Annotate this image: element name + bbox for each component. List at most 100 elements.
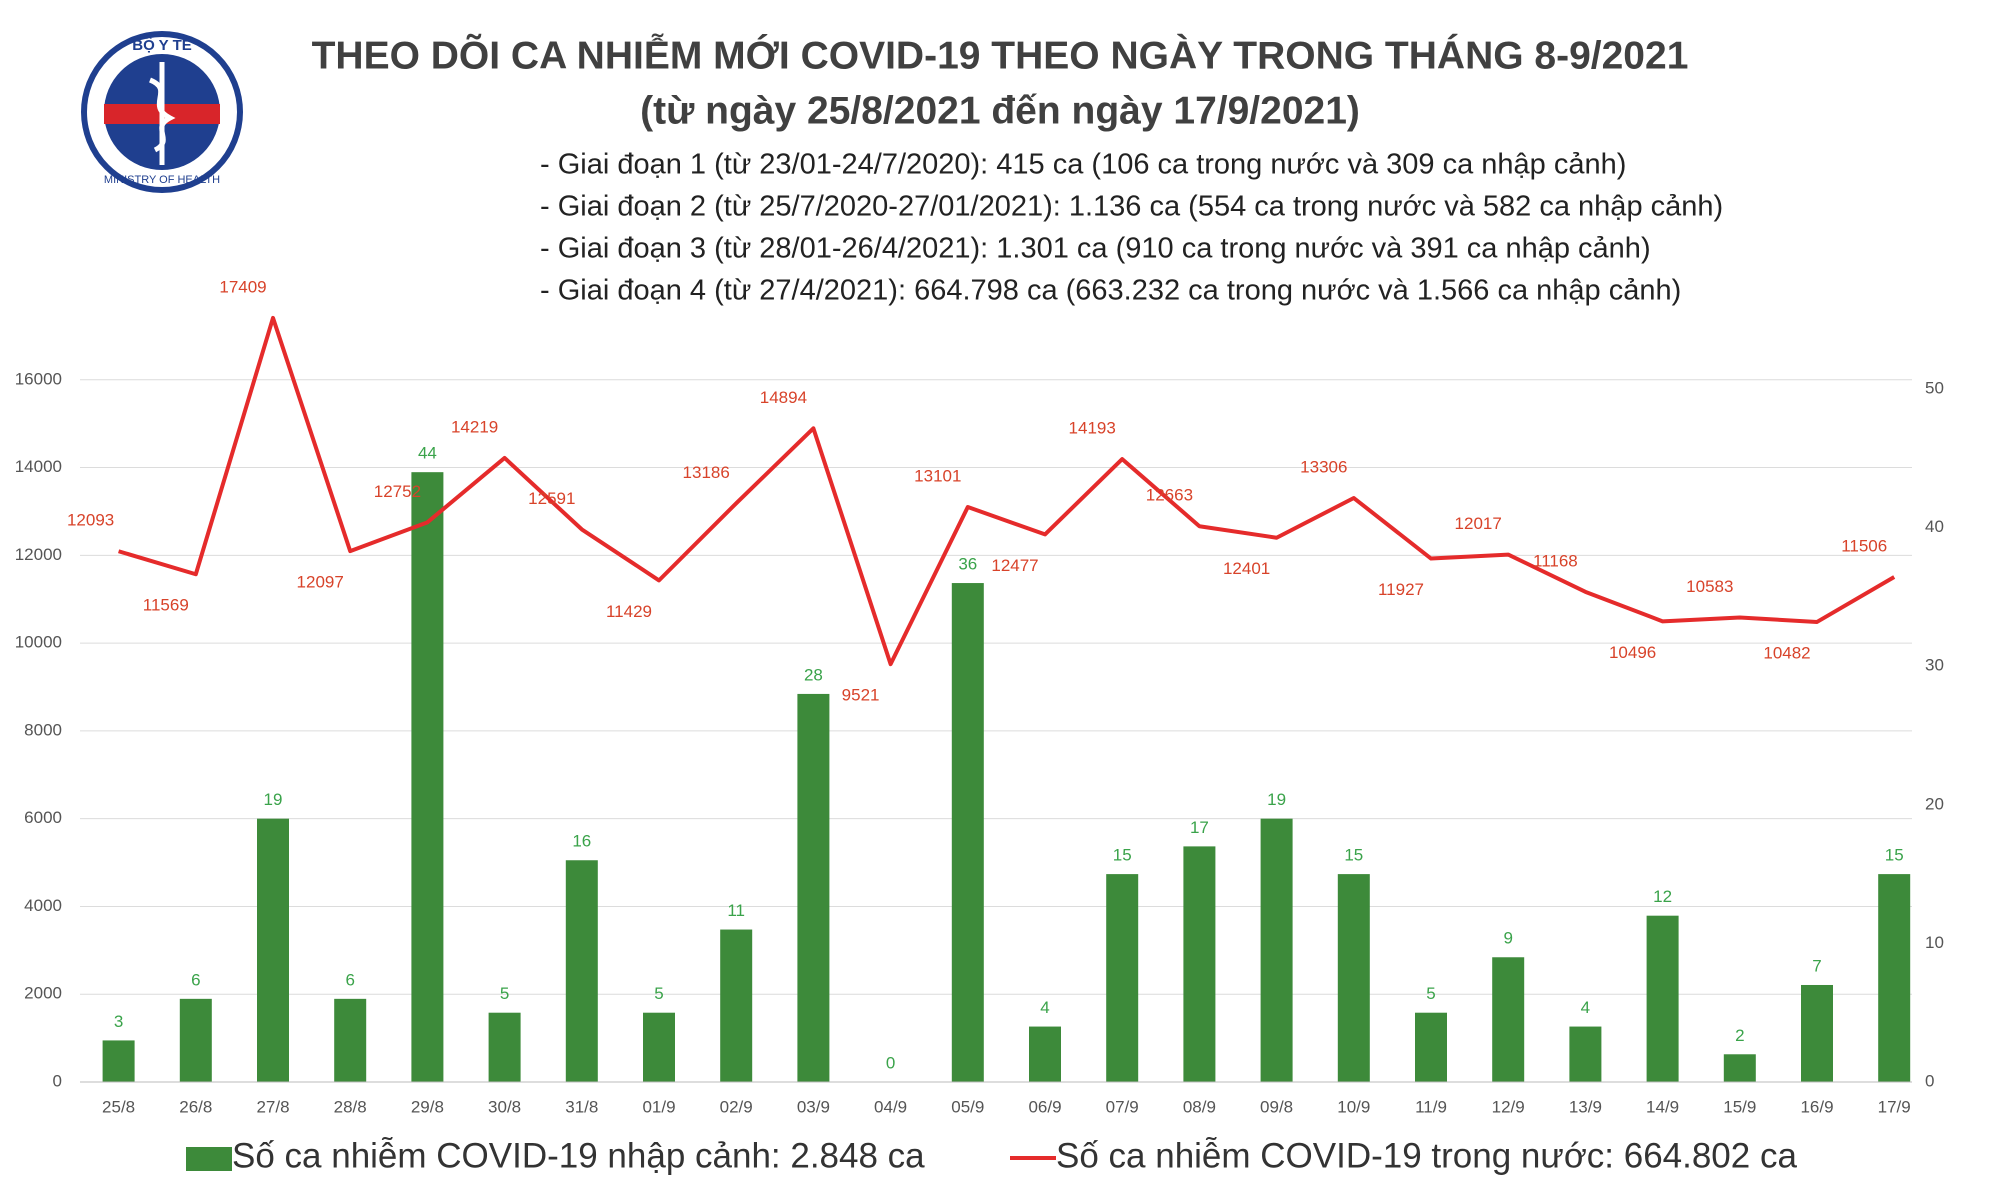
x-tick-label: 16/9 <box>1800 1097 1833 1116</box>
bar <box>797 693 830 1082</box>
bar <box>1029 1026 1061 1082</box>
y2-tick-label: 10 <box>1925 933 1944 952</box>
bar-label: 7 <box>1812 956 1821 975</box>
chart-subtitle: (từ ngày 25/8/2021 đến ngày 17/9/2021) <box>640 89 1360 132</box>
y-tick-label: 6000 <box>24 808 62 827</box>
bar-label: 4 <box>1581 998 1590 1017</box>
bar-label: 6 <box>345 970 354 989</box>
y2-tick-label: 50 <box>1925 379 1944 398</box>
bar-label: 19 <box>1267 790 1286 809</box>
bar-label: 17 <box>1190 818 1209 837</box>
note: - Giai đoạn 2 (từ 25/7/2020-27/01/2021):… <box>540 191 1723 223</box>
bar <box>1723 1054 1756 1082</box>
line-label: 14193 <box>1069 419 1116 438</box>
bar-label: 44 <box>418 444 437 463</box>
bar <box>1415 1012 1447 1082</box>
bar <box>643 1012 675 1082</box>
bar <box>565 860 598 1082</box>
bar-label: 15 <box>1885 846 1904 865</box>
bar-label: 6 <box>191 970 200 989</box>
bar <box>102 1040 135 1082</box>
bar <box>1337 874 1370 1082</box>
bar <box>334 998 367 1082</box>
x-tick-label: 12/9 <box>1492 1097 1525 1116</box>
bar-label: 5 <box>654 984 663 1003</box>
bar <box>1260 818 1293 1082</box>
bar-label: 15 <box>1113 846 1132 865</box>
line-label: 14219 <box>451 417 498 436</box>
bar <box>488 1012 521 1082</box>
bar-label: 15 <box>1344 846 1363 865</box>
logo-top: BỘ Y TẾ <box>132 36 191 54</box>
bar <box>1646 915 1679 1082</box>
line-label: 12097 <box>297 573 344 592</box>
y2-tick-label: 0 <box>1925 1071 1934 1090</box>
line-label: 17409 <box>219 277 266 296</box>
x-tick-label: 08/9 <box>1183 1097 1216 1116</box>
line-label: 12477 <box>991 556 1038 575</box>
line-label: 11569 <box>143 596 189 615</box>
y-tick-label: 8000 <box>24 720 62 739</box>
bar-label: 16 <box>572 832 591 851</box>
bar-label: 28 <box>804 665 823 684</box>
y-tick-label: 0 <box>53 1071 62 1090</box>
bar <box>1878 874 1911 1082</box>
y-tick-label: 2000 <box>24 984 62 1003</box>
line <box>118 315 1896 667</box>
y-tick-label: 14000 <box>15 457 62 476</box>
bar <box>1106 874 1139 1082</box>
bar <box>411 472 444 1083</box>
legend-swatch <box>186 1147 232 1171</box>
bar-label: 3 <box>114 1012 123 1031</box>
y-tick-label: 4000 <box>24 896 62 915</box>
y-tick-label: 10000 <box>15 633 62 652</box>
bar <box>1801 984 1833 1082</box>
bar <box>179 998 212 1082</box>
line-label: 10482 <box>1763 643 1810 662</box>
note: - Giai đoạn 3 (từ 28/01-26/4/2021): 1.30… <box>540 233 1651 265</box>
x-tick-label: 03/9 <box>797 1097 830 1116</box>
x-tick-label: 04/9 <box>874 1097 907 1116</box>
line-label: 13306 <box>1300 457 1347 476</box>
x-tick-label: 29/8 <box>411 1097 444 1116</box>
bar-label: 2 <box>1735 1026 1744 1045</box>
logo-bottom: MINISTRY OF HEALTH <box>104 174 220 186</box>
x-tick-label: 31/8 <box>565 1097 598 1116</box>
x-tick-label: 30/8 <box>488 1097 521 1116</box>
legend-label: Số ca nhiễm COVID-19 trong nước: 664.802… <box>1056 1136 1797 1175</box>
y-tick-label: 12000 <box>15 545 62 564</box>
line-label: 12017 <box>1455 514 1502 533</box>
line-label: 11429 <box>606 602 652 621</box>
y-tick-label: 16000 <box>15 369 62 388</box>
line-label: 10496 <box>1609 643 1656 662</box>
x-tick-label: 07/9 <box>1106 1097 1139 1116</box>
x-tick-label: 10/9 <box>1337 1097 1370 1116</box>
bar-label: 9 <box>1503 929 1512 948</box>
x-tick-label: 27/8 <box>256 1097 289 1116</box>
x-tick-label: 06/9 <box>1028 1097 1061 1116</box>
line-label: 13101 <box>914 466 961 485</box>
bar <box>1183 846 1216 1082</box>
bar <box>720 929 753 1082</box>
line-label: 12752 <box>374 482 421 501</box>
line-label: 11927 <box>1378 580 1424 599</box>
bar-label: 4 <box>1040 998 1049 1017</box>
y2-tick-label: 20 <box>1925 794 1944 813</box>
x-tick-label: 02/9 <box>720 1097 753 1116</box>
line-label: 12663 <box>1146 486 1193 505</box>
line-label: 12591 <box>528 489 575 508</box>
line-label: 12401 <box>1223 559 1270 578</box>
note: - Giai đoạn 1 (từ 23/01-24/7/2020): 415 … <box>540 149 1626 181</box>
y2-tick-label: 40 <box>1925 517 1944 536</box>
bar <box>257 818 289 1082</box>
x-tick-label: 13/9 <box>1569 1097 1602 1116</box>
bar-label: 0 <box>886 1053 895 1072</box>
logo: BỘ Y TẾ MINISTRY OF HEALTH <box>81 31 243 193</box>
note: - Giai đoạn 4 (từ 27/4/2021): 664.798 ca… <box>540 275 1681 307</box>
line-label: 13186 <box>683 463 730 482</box>
line-label: 12093 <box>67 511 114 530</box>
x-tick-label: 14/9 <box>1646 1097 1679 1116</box>
x-tick-label: 09/8 <box>1260 1097 1293 1116</box>
x-tick-label: 15/9 <box>1723 1097 1756 1116</box>
